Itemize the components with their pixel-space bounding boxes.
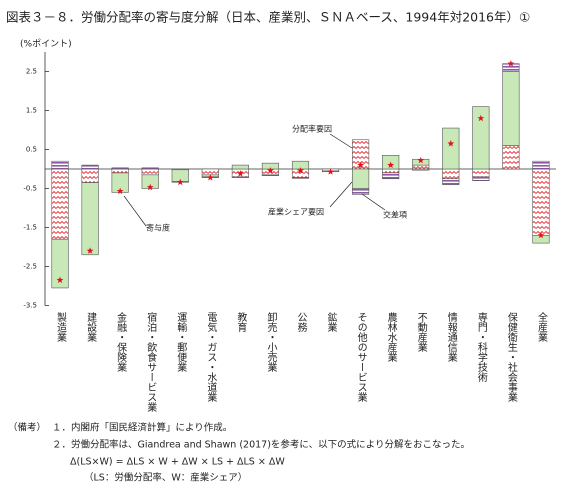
- note: １．内閣府「国民経済計算」により作成。: [52, 422, 232, 434]
- bar-segment: [141, 167, 159, 170]
- bar-segment: [412, 168, 430, 171]
- bar-segment: [532, 168, 550, 236]
- total-marker: [56, 276, 64, 284]
- bar-segment: [81, 168, 99, 183]
- x-tick-label: 卸売・小売業: [265, 311, 277, 373]
- bar-segment: [51, 168, 69, 240]
- x-tick-label: 全産業: [535, 311, 547, 343]
- x-tick-label: 運輸・郵便業: [175, 312, 187, 373]
- note: Δ(LS×W) = ΔLS × W + ΔW × LS + ΔLS × ΔW: [70, 457, 285, 468]
- y-axis-label: (%ポイント): [20, 39, 72, 50]
- x-tick-label: 専門・科学技術: [475, 312, 487, 383]
- x-tick-label: 農林水産業: [385, 311, 397, 363]
- total-marker: [327, 168, 334, 175]
- leader-line: [123, 195, 147, 227]
- bar-segment: [51, 238, 69, 289]
- y-tick-label: 1.5: [26, 107, 37, 115]
- bar-segment: [231, 164, 249, 170]
- total-marker: [477, 114, 485, 122]
- annotation: 産業シェア要因: [268, 207, 324, 217]
- y-tick-label: 0.5: [26, 146, 37, 154]
- x-tick-label: その他のサービス業: [355, 312, 367, 403]
- y-tick-label: -2.5: [23, 263, 37, 271]
- leader-line: [361, 193, 386, 211]
- x-tick-label: 保健衛生・社会事業: [505, 311, 517, 403]
- bar-segment: [502, 71, 520, 146]
- bar-segment: [201, 168, 219, 176]
- annotation: 分配率要因: [292, 124, 332, 134]
- total-marker: [507, 60, 515, 67]
- bar-segment: [261, 174, 280, 176]
- x-tick-label: 建設業: [85, 311, 97, 343]
- x-tick-label: 情報通信業: [445, 311, 457, 363]
- y-tick-label: -0.5: [23, 185, 37, 193]
- bar-segment: [442, 168, 460, 180]
- total-marker: [357, 161, 365, 169]
- bar-segment: [502, 145, 520, 170]
- bar-segment: [51, 160, 69, 170]
- bar-segment: [291, 177, 310, 179]
- bar-segment: [141, 168, 159, 176]
- bar-segment: [352, 168, 370, 189]
- total-marker: [267, 166, 274, 174]
- bar-segment: [532, 160, 550, 170]
- bar-segment: [442, 178, 460, 185]
- x-tick-label: 金融・保険業: [115, 311, 127, 373]
- note: （LS：労働分配率、W：産業シェア）: [84, 472, 247, 484]
- bar-segment: [81, 164, 99, 170]
- total-marker: [537, 231, 545, 239]
- bar-segment: [472, 106, 490, 170]
- notes-label: （備考）: [8, 422, 46, 434]
- total-marker: [417, 156, 425, 164]
- annotation: 交差項: [383, 210, 407, 220]
- bar-segment: [81, 182, 99, 256]
- y-tick-label: 2.5: [26, 68, 37, 76]
- bar-segment: [352, 188, 370, 195]
- bar-segment: [382, 168, 400, 174]
- total-marker: [387, 161, 395, 169]
- annotation: 寄与度: [146, 223, 170, 233]
- total-marker: [146, 183, 154, 191]
- total-marker: [297, 166, 304, 174]
- chart-title: 図表３－８．労働分配率の寄与度分解（日本、産業別、ＳＮＡベース、1994年対20…: [6, 10, 530, 25]
- x-tick-label: 鉱業: [325, 311, 337, 333]
- y-tick-label: -3.5: [23, 302, 37, 310]
- bar-segment: [111, 168, 129, 174]
- x-tick-label: 電気・ガス・水道業: [205, 312, 217, 403]
- x-tick-label: 製造業: [55, 311, 67, 343]
- total-marker: [86, 247, 94, 254]
- bar-segment: [412, 164, 430, 170]
- x-tick-label: 不動産業: [415, 312, 427, 353]
- x-tick-label: 公務: [295, 312, 307, 333]
- total-marker: [116, 187, 124, 195]
- x-tick-label: 宿泊・飲食サービス業: [145, 311, 157, 413]
- total-marker: [447, 140, 455, 147]
- bar-segment: [472, 168, 490, 178]
- leader-line: [329, 181, 353, 208]
- bar-segment: [442, 127, 460, 170]
- plot: 2.5 1.5 0.5 -0.5 -1.5 -2.5 -3.5 製造業 建設業 金融・保険業 宿泊・…: [23, 52, 556, 413]
- total-marker: [236, 170, 244, 177]
- bar-segment: [231, 176, 249, 178]
- leader-line: [329, 133, 353, 149]
- total-marker: [206, 173, 214, 181]
- bar-segment: [472, 176, 490, 182]
- note: ２．労働分配率は、Giandrea and Shawn (2017)を参考に、以…: [52, 439, 470, 451]
- bar-segment: [382, 172, 400, 180]
- bar-segment: [111, 167, 129, 170]
- x-tick-label: 教育: [235, 311, 247, 333]
- y-tick-label: -1.5: [23, 224, 37, 232]
- total-marker: [176, 178, 184, 186]
